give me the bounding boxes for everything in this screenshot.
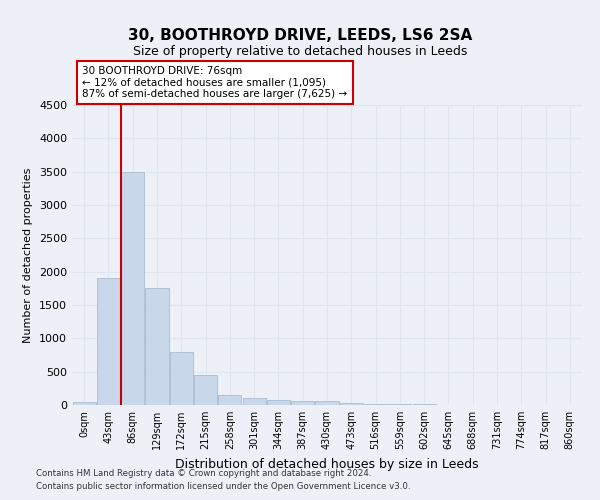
Bar: [364, 404, 387, 405]
Text: Contains HM Land Registry data © Crown copyright and database right 2024.: Contains HM Land Registry data © Crown c…: [36, 468, 371, 477]
Bar: [267, 400, 290, 405]
Text: Contains public sector information licensed under the Open Government Licence v3: Contains public sector information licen…: [36, 482, 410, 491]
Bar: [413, 404, 436, 405]
Bar: [291, 400, 314, 405]
Bar: [73, 402, 95, 405]
Bar: [194, 375, 217, 405]
Bar: [388, 404, 412, 405]
Bar: [170, 352, 193, 405]
Bar: [218, 395, 241, 405]
X-axis label: Distribution of detached houses by size in Leeds: Distribution of detached houses by size …: [175, 458, 479, 470]
Y-axis label: Number of detached properties: Number of detached properties: [23, 168, 34, 342]
Text: 30, BOOTHROYD DRIVE, LEEDS, LS6 2SA: 30, BOOTHROYD DRIVE, LEEDS, LS6 2SA: [128, 28, 472, 42]
Bar: [97, 278, 120, 405]
Text: Size of property relative to detached houses in Leeds: Size of property relative to detached ho…: [133, 45, 467, 58]
Bar: [242, 398, 266, 405]
Bar: [145, 288, 169, 405]
Bar: [340, 403, 363, 405]
Text: 30 BOOTHROYD DRIVE: 76sqm
← 12% of detached houses are smaller (1,095)
87% of se: 30 BOOTHROYD DRIVE: 76sqm ← 12% of detac…: [82, 66, 347, 99]
Bar: [316, 402, 338, 405]
Bar: [121, 172, 144, 405]
